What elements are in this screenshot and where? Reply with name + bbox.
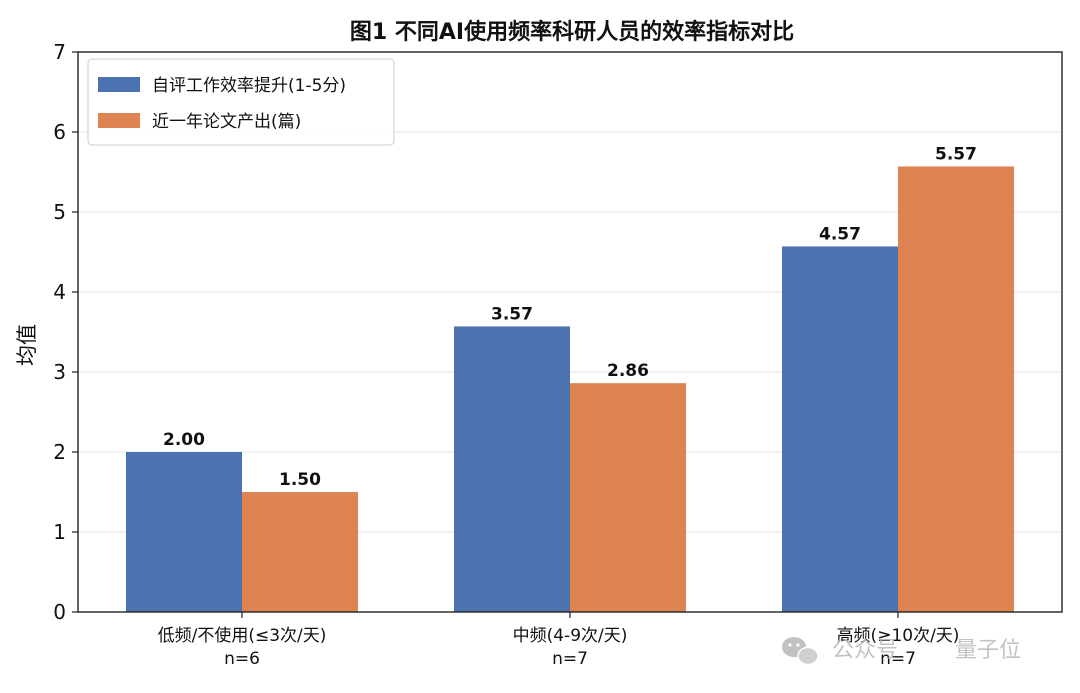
- bar-papers-1: [570, 383, 686, 612]
- x-category-n: n=7: [552, 649, 588, 669]
- y-axis-ticks: 0 1 2 3 4 5 6 7: [53, 40, 78, 624]
- y-tick-label: 3: [53, 360, 66, 384]
- wechat-icon: [782, 637, 819, 666]
- y-tick-label: 0: [53, 600, 66, 624]
- watermark-text-b: 量子位: [955, 638, 1021, 663]
- legend-label: 自评工作效率提升(1-5分): [152, 76, 346, 96]
- legend-label: 近一年论文产出(篇): [152, 112, 301, 132]
- data-labels: 2.00 1.50 3.57 2.86 4.57 5.57: [163, 144, 977, 490]
- bar-papers-0: [242, 492, 358, 612]
- x-axis-categories: 低频/不使用(≤3次/天) n=6 中频(4-9次/天) n=7 高频(≥10次/天) n…: [158, 612, 960, 669]
- data-label: 4.57: [819, 224, 861, 244]
- data-label: 2.00: [163, 430, 205, 450]
- bar-papers-2: [898, 166, 1014, 612]
- watermark-text-a: 公众号: [832, 638, 898, 663]
- x-category-label: 中频(4-9次/天): [513, 626, 628, 646]
- y-tick-label: 1: [53, 520, 66, 544]
- data-label: 2.86: [607, 361, 649, 381]
- chart-title: 图1 不同AI使用频率科研人员的效率指标对比: [350, 19, 794, 45]
- y-tick-label: 2: [53, 440, 66, 464]
- watermark: 公众号 量子位: [782, 637, 1021, 666]
- bar-efficiency-0: [126, 452, 242, 612]
- legend-swatch: [98, 113, 140, 128]
- x-category-label: 低频/不使用(≤3次/天): [158, 625, 327, 646]
- legend-box: [87, 58, 395, 146]
- bar-efficiency-1: [454, 326, 570, 612]
- data-label: 5.57: [935, 144, 977, 164]
- y-tick-label: 4: [53, 280, 66, 304]
- y-axis-label: 均值: [15, 324, 39, 366]
- legend-swatch: [98, 77, 140, 92]
- y-tick-label: 6: [53, 120, 66, 144]
- data-label: 3.57: [491, 304, 533, 324]
- y-tick-label: 7: [53, 40, 66, 64]
- y-tick-label: 5: [53, 200, 66, 224]
- bar-efficiency-2: [782, 246, 898, 612]
- x-category-n: n=6: [224, 649, 260, 669]
- bars: [126, 166, 1014, 612]
- x-category-n: n=7: [880, 649, 916, 669]
- legend: 自评工作效率提升(1-5分) 近一年论文产出(篇): [87, 58, 395, 146]
- data-label: 1.50: [279, 470, 321, 490]
- x-category-label: 高频(≥10次/天): [837, 626, 960, 646]
